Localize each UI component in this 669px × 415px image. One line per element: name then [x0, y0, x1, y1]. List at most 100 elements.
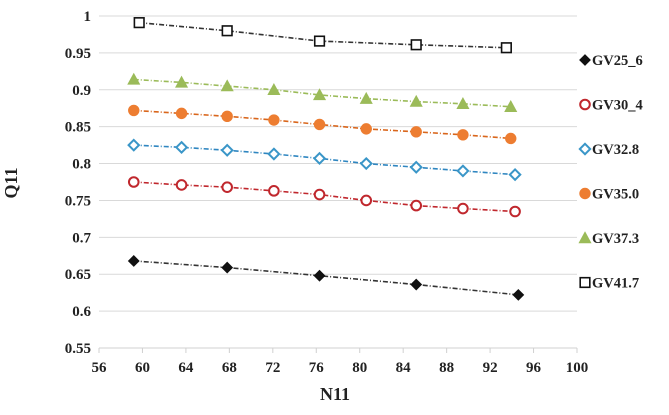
legend-item-gv37-3: GV37.3: [578, 231, 639, 247]
data-point-gv25-6: [313, 269, 326, 282]
data-point-gv30-4: [175, 179, 188, 191]
series-gv30-4: [127, 176, 521, 218]
axes: [98, 347, 578, 353]
x-tick-label: 88: [439, 360, 454, 376]
data-point-gv41-7: [221, 25, 233, 37]
data-point-gv41-7: [500, 42, 512, 54]
y-axis-title: Q11: [1, 167, 21, 198]
data-point-gv37-3: [456, 97, 470, 109]
y-tick-label: 0.65: [65, 267, 91, 283]
data-point-gv35-0: [128, 104, 140, 117]
data-point-gv30-4: [410, 199, 423, 212]
y-tick-label: 0.6: [72, 304, 91, 320]
tick-labels: 0.55 0.6 0.65 0.7 0.75 0.8 0.85 0.9 0.95 1 56 60 64 6…: [65, 9, 589, 376]
data-point-gv37-3: [409, 94, 423, 107]
data-series: [127, 17, 525, 301]
y-tick-label: 0.95: [65, 46, 91, 62]
x-tick-label: 80: [352, 360, 367, 376]
y-tick-label: 0.8: [72, 157, 91, 173]
series-gv35-0: [128, 104, 517, 145]
legend-item-gv30-4: GV30_4: [579, 98, 643, 114]
legend-item-gv41-7: GV41.7: [579, 276, 639, 292]
y-tick-label: 0.75: [65, 193, 91, 209]
series-gv32-8: [127, 138, 522, 182]
data-point-gv32-8: [312, 151, 327, 166]
legend-marker-gv35-0: [579, 187, 591, 200]
series-line-gv35-0: [133, 109, 511, 140]
data-point-gv32-8: [508, 168, 522, 182]
data-point-gv30-4: [313, 188, 326, 201]
legend-marker-gv30-4: [579, 98, 591, 111]
series-line-gv32-8: [133, 144, 516, 176]
legend-item-gv32-8: GV32.8: [578, 142, 639, 158]
data-point-gv37-3: [267, 83, 281, 95]
data-point-gv35-0: [457, 129, 469, 141]
data-point-gv37-3: [220, 79, 234, 92]
x-tick-label: 96: [526, 360, 542, 376]
series-line-gv25-6: [133, 260, 519, 296]
y-tick-label: 1: [84, 9, 92, 25]
data-point-gv25-6: [221, 261, 234, 274]
data-point-gv30-4: [457, 202, 469, 215]
x-tick-label: 76: [309, 360, 325, 376]
legend-label-gv35-0: GV35.0: [592, 187, 639, 203]
data-point-gv32-8: [174, 140, 189, 154]
data-point-gv30-4: [127, 176, 140, 188]
data-point-gv32-8: [409, 160, 423, 174]
series-line-gv37-3: [133, 78, 511, 108]
x-tick-label: 100: [566, 360, 589, 376]
data-point-gv30-4: [268, 185, 280, 197]
data-point-gv30-4: [509, 205, 521, 218]
data-point-gv35-0: [268, 114, 280, 126]
data-point-gv32-8: [220, 143, 234, 157]
legend-label-gv41-7: GV41.7: [592, 276, 639, 292]
data-point-gv35-0: [505, 132, 517, 145]
series-gv25-6: [127, 255, 525, 301]
legend-label-gv37-3: GV37.3: [592, 231, 639, 247]
data-point-gv35-0: [360, 123, 372, 135]
x-tick-label: 84: [396, 360, 412, 376]
x-tick-label: 92: [483, 360, 498, 376]
data-point-gv30-4: [221, 181, 233, 193]
y-tick-label: 0.7: [72, 230, 91, 246]
data-point-gv37-3: [127, 72, 141, 85]
data-point-gv35-0: [410, 126, 422, 138]
legend-marker-gv25-6: [579, 54, 591, 66]
x-tick-label: 72: [265, 360, 280, 376]
data-point-gv41-7: [313, 35, 326, 47]
data-point-gv32-8: [267, 147, 281, 161]
data-point-gv37-3: [359, 91, 373, 104]
data-point-gv25-6: [127, 255, 140, 267]
legend: GV25_6 GV30_4 GV32.8 GV35.0 GV37.3 GV41.7: [578, 53, 643, 292]
data-point-gv41-7: [410, 39, 422, 51]
legend-item-gv35-0: GV35.0: [579, 187, 639, 203]
legend-label-gv32-8: GV32.8: [592, 142, 639, 158]
data-point-gv35-0: [221, 110, 233, 123]
x-tick-label: 56: [92, 360, 108, 376]
data-point-gv37-3: [504, 100, 518, 112]
x-tick-label: 60: [135, 360, 150, 376]
data-point-gv37-3: [312, 88, 327, 101]
gridlines: [99, 15, 577, 349]
legend-marker-gv37-3: [578, 231, 592, 244]
y-tick-label: 0.9: [72, 83, 91, 99]
data-point-gv32-8: [456, 164, 470, 178]
series-line-gv30-4: [133, 181, 516, 213]
data-point-gv41-7: [133, 17, 145, 29]
y-tick-label: 0.55: [65, 341, 91, 357]
series-gv41-7: [133, 17, 512, 54]
legend-marker-gv41-7: [579, 276, 591, 289]
data-point-gv35-0: [175, 107, 188, 120]
data-point-gv35-0: [313, 118, 326, 131]
data-point-gv32-8: [127, 138, 141, 152]
data-point-gv37-3: [175, 75, 189, 88]
x-axis-title: N11: [320, 384, 350, 404]
y-tick-label: 0.85: [65, 120, 91, 136]
series-gv37-3: [127, 72, 518, 112]
legend-label-gv30-4: GV30_4: [592, 98, 643, 114]
data-point-gv32-8: [359, 156, 373, 171]
legend-marker-gv32-8: [578, 142, 592, 156]
legend-item-gv25-6: GV25_6: [579, 53, 643, 69]
x-tick-label: 64: [178, 360, 194, 376]
